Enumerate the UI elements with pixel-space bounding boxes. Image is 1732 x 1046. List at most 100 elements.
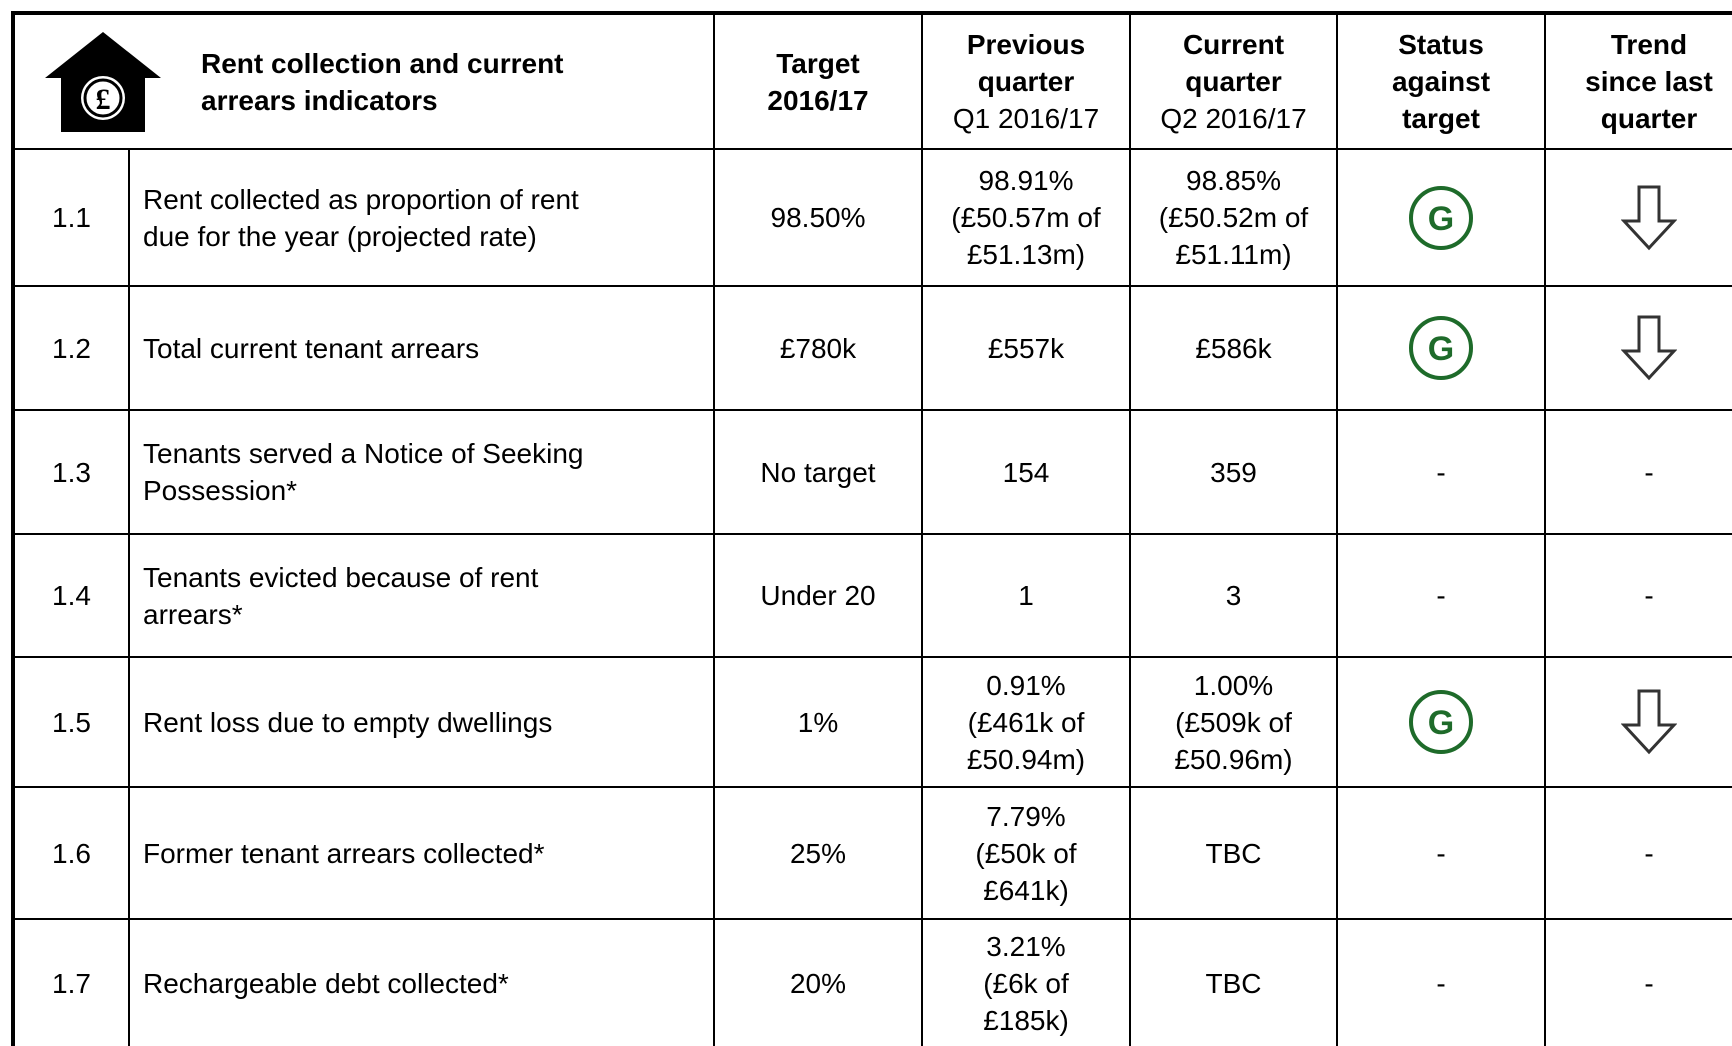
target: £780k: [713, 285, 923, 411]
text-line: £780k: [779, 332, 857, 364]
text-line: 98.85%: [1186, 165, 1281, 196]
text-line: 3.21%: [986, 931, 1066, 962]
current: 3: [1129, 533, 1338, 658]
status: G: [1336, 656, 1546, 788]
text-line: Rent collected as proportion of rent: [143, 183, 579, 215]
text-line: arrears*: [143, 598, 243, 630]
text-line: £641k): [983, 874, 1069, 906]
row-id: 1.6: [11, 786, 130, 920]
text-line: TBC: [1205, 968, 1262, 999]
trend: [1544, 656, 1732, 788]
text-line: 1.00%: [1193, 669, 1274, 701]
text-line: quarter: [1600, 103, 1698, 134]
text-line: £51.11m): [1175, 239, 1292, 270]
status-icon: G: [1409, 690, 1473, 754]
status-icon: G: [1409, 185, 1473, 250]
previous: 3.21% (£6k of £185k): [921, 918, 1131, 1046]
status: -: [1336, 409, 1546, 535]
text-line: target: [1402, 103, 1480, 134]
table-row: 1.6 Former tenant arrears collected* 25% 7.…: [11, 786, 1732, 920]
text-line: £586k: [1195, 332, 1272, 364]
house-icon: £: [45, 31, 161, 132]
text-line: (£6k of: [983, 968, 1069, 999]
status-label: G: [1428, 330, 1454, 368]
text-line: No target: [760, 456, 876, 488]
text-line: Possession*: [143, 475, 298, 506]
text-line: arrears indicators: [201, 84, 438, 116]
text-line: Trend: [1610, 29, 1688, 60]
row-id: 1.7: [11, 918, 130, 1046]
table-row: 1.3 Tenants served a Notice of Seeking Pos…: [11, 409, 1732, 535]
trend: [1544, 285, 1732, 411]
trend: -: [1544, 533, 1732, 658]
icon-label: £: [96, 83, 111, 116]
indicator: Tenants evicted because of rent arrears*: [128, 533, 715, 658]
target: 20%: [713, 918, 923, 1046]
trend: -: [1544, 786, 1732, 920]
target: 98.50%: [713, 148, 923, 287]
status: -: [1336, 533, 1546, 658]
text-line: 2016/17: [767, 84, 869, 116]
text-line: Current: [1182, 29, 1285, 60]
table-row: 1.7 Rechargeable debt collected* 20% 3.21% (…: [11, 918, 1732, 1046]
row-id: 1.3: [11, 409, 130, 535]
text-line: 1%: [797, 706, 839, 738]
previous: 0.91% (£461k of £50.94m): [921, 656, 1131, 788]
column-header: Status against target: [1336, 11, 1546, 150]
table-row: 1.5 Rent loss due to empty dwellings 1% 0.9…: [11, 656, 1732, 788]
text-line: (£509k of: [1175, 706, 1292, 738]
status: -: [1336, 786, 1546, 920]
trend: -: [1544, 918, 1732, 1046]
text-line: since last: [1585, 66, 1713, 97]
target: No target: [713, 409, 923, 535]
text-line: 98.50%: [770, 202, 866, 233]
column-header: Trend since last quarter: [1544, 11, 1732, 150]
status: G: [1336, 148, 1546, 287]
previous: 7.79% (£50k of £641k): [921, 786, 1131, 920]
previous: 98.91% (£50.57m of £51.13m): [921, 148, 1131, 287]
text-line: Tenants served a Notice of Seeking: [143, 438, 584, 469]
column-header: Current quarter Q2 2016/17: [1129, 11, 1338, 150]
column-period: Q1 2016/17: [952, 103, 1100, 134]
column-header: Target 2016/17: [713, 11, 923, 150]
status-label: G: [1428, 200, 1454, 238]
indicator: Tenants served a Notice of Seeking Posses…: [128, 409, 715, 535]
text-line: Tenants evicted because of rent: [143, 561, 539, 593]
trend-arrow: [1621, 185, 1677, 250]
text-line: Status: [1398, 29, 1484, 60]
text-line: Previous: [966, 29, 1086, 60]
text-line: £185k): [983, 1005, 1069, 1036]
text-line: 98.91%: [978, 165, 1074, 196]
text-line: Former tenant arrears collected*: [143, 837, 545, 869]
current: £586k: [1129, 285, 1338, 411]
text-line: TBC: [1205, 837, 1262, 869]
header-title: Rent collection and current arrears indic…: [201, 45, 564, 119]
trend-arrow: [1621, 689, 1677, 755]
indicator: Rent collected as proportion of rent due …: [128, 148, 715, 287]
text-line: (£461k of: [967, 706, 1085, 738]
table-row: 1.1 Rent collected as proportion of rent d…: [11, 148, 1732, 287]
text-line: against: [1391, 66, 1491, 97]
previous: £557k: [921, 285, 1131, 411]
indicator-table: £ Rent collection and current arrears ind…: [11, 11, 1732, 1046]
text-line: 25%: [789, 837, 847, 869]
text-line: 7.79%: [986, 800, 1066, 832]
text-line: 1: [1018, 580, 1034, 611]
current: TBC: [1129, 918, 1338, 1046]
text-line: 0.91%: [986, 669, 1066, 701]
previous: 154: [921, 409, 1131, 535]
status-label: G: [1428, 704, 1454, 742]
text-line: Target: [776, 47, 860, 79]
target: Under 20: [713, 533, 923, 658]
text-line: Rechargeable debt collected*: [143, 968, 509, 999]
status: -: [1336, 918, 1546, 1046]
text-line: (£50.57m of: [951, 202, 1101, 233]
text-line: £557k: [987, 332, 1065, 364]
indicator: Rechargeable debt collected*: [128, 918, 715, 1046]
row-id: 1.1: [11, 148, 130, 287]
text-line: Rent collection and current: [201, 47, 564, 79]
column-header: Previous quarter Q1 2016/17: [921, 11, 1131, 150]
trend: [1544, 148, 1732, 287]
indicator: Former tenant arrears collected*: [128, 786, 715, 920]
